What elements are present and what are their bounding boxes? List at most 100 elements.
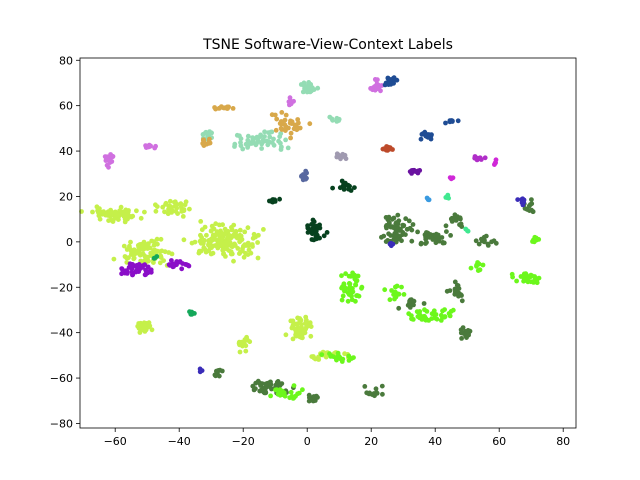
- data-point: [261, 138, 267, 144]
- data-point: [143, 145, 149, 151]
- y-tick-label: 80: [59, 54, 73, 67]
- data-point: [129, 266, 135, 271]
- data-point: [203, 249, 209, 255]
- data-point: [169, 258, 174, 263]
- data-point: [480, 262, 486, 268]
- data-point: [292, 122, 298, 128]
- data-point: [147, 268, 153, 274]
- data-point: [350, 270, 355, 276]
- data-point: [473, 238, 479, 244]
- data-point: [391, 215, 397, 221]
- data-point: [362, 384, 368, 389]
- data-point: [309, 231, 315, 237]
- data-point: [311, 222, 316, 228]
- data-point: [255, 240, 260, 245]
- data-point: [302, 82, 307, 87]
- data-point: [348, 289, 354, 294]
- data-point: [444, 229, 449, 235]
- data-point: [278, 119, 284, 124]
- data-point: [259, 146, 264, 151]
- x-tick-label: 20: [364, 435, 378, 448]
- data-point: [140, 243, 146, 249]
- data-point: [261, 389, 267, 395]
- y-tick-label: 60: [59, 100, 73, 113]
- data-point: [297, 125, 303, 131]
- data-point: [244, 334, 250, 340]
- data-point: [346, 186, 351, 192]
- data-point: [279, 127, 285, 132]
- data-point: [274, 116, 280, 122]
- data-point: [312, 397, 317, 402]
- data-point: [522, 206, 528, 211]
- data-point: [388, 233, 394, 238]
- data-point: [208, 251, 214, 257]
- data-point: [126, 255, 131, 261]
- data-point: [237, 349, 243, 355]
- data-point: [531, 239, 537, 245]
- data-point: [240, 343, 245, 349]
- data-point: [117, 208, 122, 214]
- data-point: [355, 273, 361, 279]
- data-point: [395, 221, 401, 227]
- data-point: [172, 199, 177, 205]
- data-point: [207, 129, 213, 135]
- data-point: [122, 216, 128, 222]
- data-point: [181, 237, 187, 243]
- points-layer: [79, 75, 542, 404]
- data-point: [448, 176, 454, 182]
- data-point: [189, 311, 195, 317]
- data-point: [455, 289, 460, 295]
- data-point: [162, 209, 167, 215]
- data-point: [509, 271, 515, 277]
- data-point: [181, 208, 187, 214]
- data-point: [277, 196, 282, 202]
- data-point: [345, 298, 351, 304]
- data-point: [206, 242, 212, 248]
- data-point: [128, 239, 133, 245]
- data-point: [225, 106, 231, 111]
- data-point: [382, 287, 388, 293]
- data-point: [450, 118, 455, 124]
- data-point: [232, 141, 238, 147]
- data-point: [343, 180, 348, 186]
- data-point: [290, 336, 296, 342]
- data-point: [256, 232, 261, 238]
- data-point: [446, 311, 452, 316]
- data-point: [482, 155, 488, 161]
- data-point: [472, 154, 478, 159]
- data-point: [315, 85, 321, 91]
- data-point: [225, 229, 231, 234]
- data-point: [247, 339, 253, 345]
- data-point: [179, 266, 185, 272]
- data-point: [295, 391, 300, 397]
- data-point: [356, 293, 362, 299]
- data-point: [268, 393, 273, 399]
- data-point: [307, 121, 313, 127]
- data-point: [413, 169, 418, 174]
- data-point: [245, 145, 251, 150]
- data-point: [426, 197, 432, 203]
- x-tick-label: −60: [104, 435, 127, 448]
- data-point: [359, 284, 365, 290]
- data-point: [460, 330, 466, 336]
- data-point: [292, 326, 298, 332]
- data-point: [439, 235, 445, 240]
- data-point: [257, 134, 263, 140]
- data-point: [378, 88, 383, 94]
- data-point: [314, 232, 319, 237]
- data-point: [243, 250, 248, 256]
- data-point: [113, 209, 118, 215]
- data-point: [440, 314, 445, 320]
- data-point: [204, 232, 209, 238]
- data-point: [521, 200, 527, 206]
- data-point: [245, 141, 251, 146]
- data-point: [400, 230, 406, 235]
- data-point: [224, 246, 230, 252]
- y-axis: −80 −60 −40 −20 0 20 40 60 80: [50, 54, 80, 430]
- data-point: [444, 288, 450, 294]
- data-point: [255, 255, 261, 261]
- data-point: [135, 243, 141, 248]
- data-point: [211, 232, 217, 238]
- data-point: [166, 209, 172, 214]
- data-point: [245, 240, 251, 246]
